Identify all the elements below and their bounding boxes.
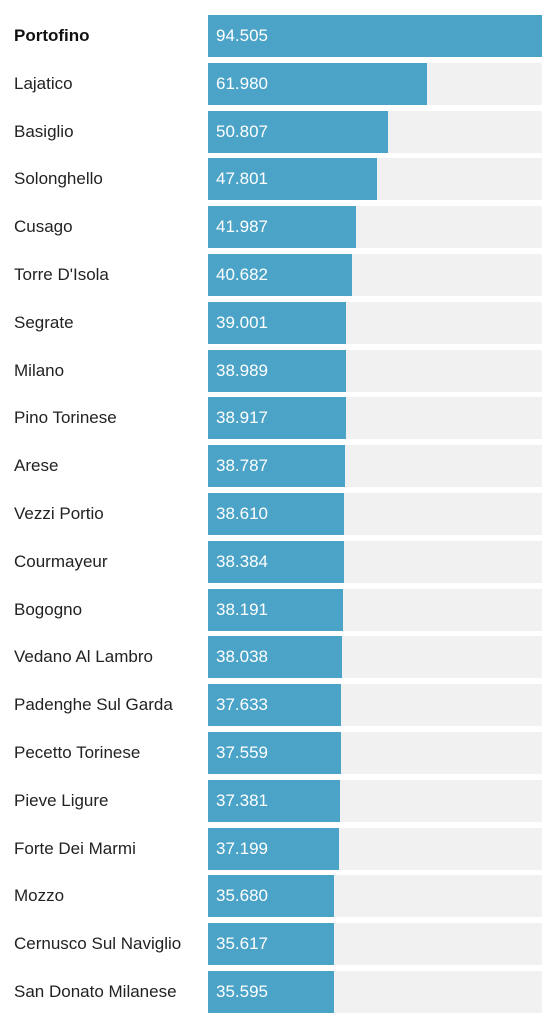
- category-label: Solonghello: [14, 169, 103, 189]
- category-label: Courmayeur: [14, 551, 108, 571]
- category-label: Forte Dei Marmi: [14, 838, 136, 858]
- value-label: 38.610: [216, 504, 268, 523]
- category-label: Arese: [14, 456, 59, 476]
- category-label: Segrate: [14, 312, 74, 332]
- category-label: San Donato Milanese: [14, 982, 177, 1001]
- value-label: 39.001: [216, 312, 268, 332]
- category-label: Pieve Ligure: [14, 790, 109, 810]
- bar: [208, 588, 343, 631]
- chart-row: Lajatico 61.980: [0, 62, 556, 105]
- chart-row: Milano 38.989: [0, 349, 556, 392]
- chart-row: Portofino 94.505: [0, 15, 556, 57]
- value-label: 38.787: [216, 456, 268, 476]
- bar: [208, 875, 335, 918]
- bar: [208, 540, 344, 583]
- chart-row: Courmayeur 38.384: [0, 540, 556, 583]
- chart-row: San Donato Milanese 35.595: [0, 971, 556, 1013]
- category-label: Mozzo: [14, 886, 65, 906]
- category-label: Lajatico: [14, 73, 73, 93]
- chart-row: Cusago 41.987: [0, 206, 556, 249]
- chart-row: Pecetto Torinese 37.559: [0, 732, 556, 774]
- bar: [208, 301, 346, 344]
- bar: [208, 110, 388, 153]
- value-label: 37.633: [216, 695, 268, 715]
- value-label: 38.384: [216, 551, 268, 571]
- chart-row: Vezzi Portio 38.610: [0, 493, 556, 535]
- chart-row: Vedano Al Lambro 38.038: [0, 636, 556, 679]
- bar: [208, 827, 340, 870]
- category-label: Bogogno: [14, 599, 83, 619]
- value-label: 35.595: [216, 982, 268, 1001]
- value-label: 41.987: [216, 217, 268, 237]
- value-label: 61.980: [216, 73, 268, 93]
- chart-row: Mozzo 35.680: [0, 875, 556, 918]
- bar: [208, 493, 345, 535]
- chart-row: Bogogno 38.191: [0, 588, 556, 631]
- bar: [208, 397, 346, 440]
- value-label: 37.559: [216, 743, 268, 762]
- chart-row: Solonghello 47.801: [0, 158, 556, 201]
- bar: [208, 684, 341, 727]
- value-label: 35.617: [216, 934, 268, 954]
- category-label: Pino Torinese: [14, 408, 117, 428]
- category-label: Pecetto Torinese: [14, 743, 141, 762]
- category-label: Vedano Al Lambro: [14, 647, 153, 667]
- chart-row: Segrate 39.001: [0, 301, 556, 344]
- chart-row: Torre D'Isola 40.682: [0, 254, 556, 296]
- category-label: Vezzi Portio: [14, 504, 104, 523]
- bar: [208, 779, 341, 822]
- category-label: Basiglio: [14, 121, 74, 141]
- bar: [208, 15, 542, 57]
- value-label: 37.199: [216, 838, 268, 858]
- value-label: 38.038: [216, 647, 268, 667]
- category-label: Portofino: [14, 26, 90, 45]
- chart-row: Basiglio 50.807: [0, 110, 556, 153]
- category-label: Cusago: [14, 217, 73, 237]
- value-label: 35.680: [216, 886, 268, 906]
- value-label: 50.807: [216, 121, 268, 141]
- bar: [208, 206, 357, 249]
- value-label: 38.917: [216, 408, 268, 428]
- value-label: 38.191: [216, 599, 268, 619]
- chart-row: Cernusco Sul Naviglio 35.617: [0, 923, 556, 966]
- bar: [208, 636, 343, 679]
- bar: [208, 923, 334, 966]
- bar: [208, 158, 377, 201]
- category-label: Milano: [14, 360, 65, 380]
- chart-row: Forte Dei Marmi 37.199: [0, 827, 556, 870]
- bar: [208, 445, 346, 488]
- bar: [208, 971, 334, 1013]
- chart-row: Pieve Ligure 37.381: [0, 779, 556, 822]
- bar: [208, 62, 428, 105]
- chart-row: Pino Torinese 38.917: [0, 397, 556, 440]
- bar: [208, 349, 346, 392]
- value-label: 40.682: [216, 265, 268, 284]
- bar: [208, 732, 341, 774]
- chart-row: Padenghe Sul Garda 37.633: [0, 684, 556, 727]
- category-label: Cernusco Sul Naviglio: [14, 934, 182, 954]
- category-label: Padenghe Sul Garda: [14, 695, 173, 715]
- chart-row: Arese 38.787: [0, 445, 556, 488]
- value-label: 94.505: [216, 26, 268, 45]
- value-label: 47.801: [216, 169, 268, 189]
- category-label: Torre D'Isola: [14, 265, 109, 284]
- value-label: 37.381: [216, 790, 268, 810]
- bar: [208, 254, 352, 296]
- value-label: 38.989: [216, 360, 268, 380]
